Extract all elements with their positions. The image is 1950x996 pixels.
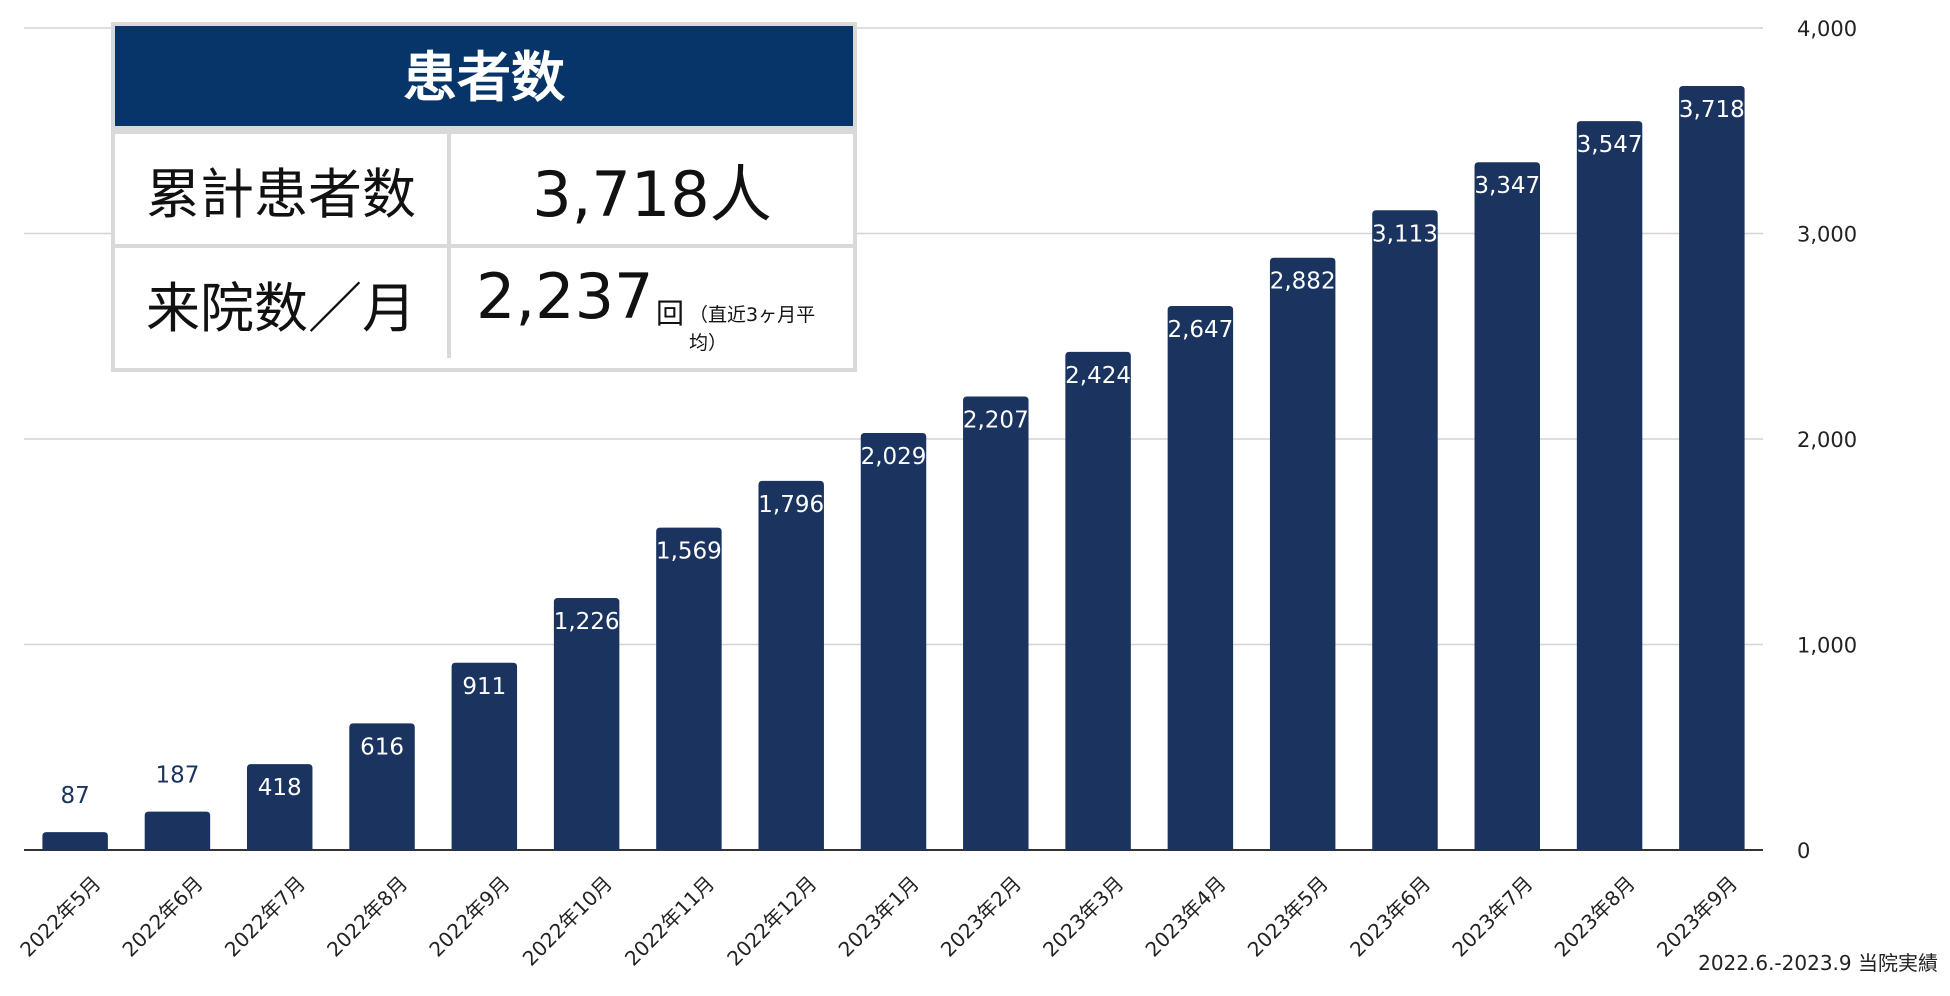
y-tick-label: 3,000 — [1797, 223, 1857, 247]
x-tick-label: 2023年4月 — [1140, 871, 1230, 961]
x-tick-label: 2023年2月 — [936, 871, 1026, 961]
bar — [144, 811, 211, 850]
bar — [451, 662, 518, 850]
data-label: 3,718 — [1679, 97, 1745, 123]
data-label: 616 — [360, 734, 404, 760]
summary-value-total: 3,718人 — [532, 158, 772, 231]
summary-unit-visits: 回 — [656, 297, 685, 330]
x-tick-label: 2023年1月 — [834, 871, 924, 961]
bar — [553, 598, 620, 850]
x-tick-label: 2022年8月 — [322, 871, 412, 961]
bar — [1679, 85, 1745, 851]
bar — [656, 527, 722, 850]
summary-row-total: 累計患者数 3,718人 — [115, 130, 853, 244]
x-tick-label: 2023年6月 — [1345, 871, 1435, 961]
data-label: 3,113 — [1372, 221, 1438, 247]
data-label: 2,029 — [861, 444, 927, 470]
summary-label-visits: 来院数／月 — [115, 248, 451, 358]
x-tick-label: 2022年10月 — [518, 871, 617, 970]
patient-summary-table: 患者数 累計患者数 3,718人 来院数／月 2,237 回 （直近3ヶ月平均） — [111, 22, 857, 372]
y-tick-label: 0 — [1797, 839, 1810, 863]
x-tick-label: 2022年7月 — [220, 871, 310, 961]
data-label: 2,424 — [1065, 363, 1131, 389]
bar — [1474, 162, 1540, 850]
bar — [963, 396, 1029, 850]
y-tick-label: 1,000 — [1797, 634, 1857, 658]
data-labels: 87 187 418 616 911 1,226 1,569 1,796 2,029 2,207 2… — [61, 97, 1745, 809]
data-label: 3,347 — [1474, 173, 1540, 199]
x-tick-label: 2022年11月 — [620, 871, 719, 970]
x-tick-label: 2022年5月 — [15, 871, 105, 961]
summary-value-visits: 2,237 — [476, 260, 654, 333]
data-label: 2,207 — [963, 407, 1029, 433]
summary-row-visits: 来院数／月 2,237 回 （直近3ヶ月平均） — [115, 244, 853, 358]
data-label: 87 — [61, 783, 90, 809]
y-axis-ticks: 0 1,000 2,000 3,000 4,000 — [1797, 17, 1857, 863]
data-label: 1,796 — [758, 492, 824, 518]
bar — [1167, 306, 1234, 850]
data-label: 418 — [258, 775, 302, 801]
bar — [1269, 257, 1336, 850]
y-tick-label: 2,000 — [1797, 428, 1857, 452]
data-label: 1,569 — [656, 539, 722, 565]
bar — [758, 480, 824, 850]
summary-value-visits-cell: 2,237 回 （直近3ヶ月平均） — [451, 248, 853, 358]
bar — [1065, 351, 1131, 850]
bars — [42, 85, 1745, 851]
bar — [1576, 121, 1643, 851]
bar — [349, 723, 415, 850]
data-label: 2,882 — [1270, 269, 1336, 295]
summary-title: 患者数 — [115, 26, 853, 130]
x-tick-label: 2023年5月 — [1243, 871, 1333, 961]
data-label: 911 — [462, 674, 506, 700]
data-label: 187 — [155, 763, 199, 789]
bar — [247, 764, 313, 850]
x-tick-label: 2022年9月 — [424, 871, 514, 961]
y-tick-label: 4,000 — [1797, 17, 1857, 41]
summary-label-total: 累計患者数 — [115, 134, 451, 244]
x-tick-label: 2022年6月 — [117, 871, 207, 961]
summary-note-visits: （直近3ヶ月平均） — [689, 304, 816, 354]
bar — [1372, 210, 1438, 850]
x-tick-label: 2022年12月 — [722, 871, 821, 970]
x-axis-ticks: 2022年5月 2022年6月 2022年7月 2022年8月 2022年9月 2022年… — [15, 871, 1742, 970]
data-label: 3,547 — [1577, 132, 1643, 158]
data-label: 2,647 — [1167, 317, 1233, 343]
x-tick-label: 2023年7月 — [1447, 871, 1537, 961]
source-note: 2022.6.-2023.9 当院実績 — [1698, 951, 1938, 975]
x-tick-label: 2023年3月 — [1038, 871, 1128, 961]
bar — [860, 433, 927, 850]
x-tick-label: 2023年8月 — [1550, 871, 1640, 961]
data-label: 1,226 — [554, 609, 620, 635]
bar — [42, 832, 108, 850]
